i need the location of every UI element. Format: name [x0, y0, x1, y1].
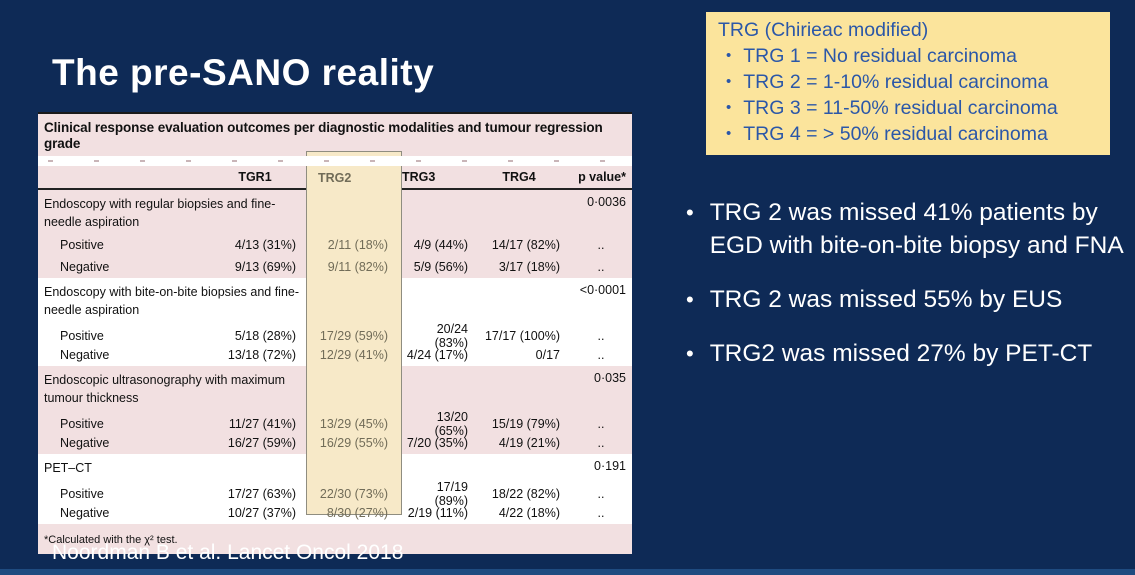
trg-box-title: TRG (Chirieac modified): [718, 19, 929, 41]
bullet-item: TRG 2 was missed 55% by EUS: [686, 283, 1130, 316]
column-header-pvalue: p value*: [570, 166, 632, 191]
section-header-row: PET–CT 0·191: [38, 454, 632, 480]
trg-definition-item: TRG 1 = No residual carcinoma: [718, 43, 1100, 69]
cropped-text-strip: [38, 156, 632, 167]
trg-definition-box: TRG (Chirieac modified) TRG 1 = No resid…: [706, 12, 1110, 155]
table-row: Positive 4/13 (31%) 2/11 (18%) 4/9 (44%)…: [60, 238, 605, 253]
column-header-empty: [38, 166, 214, 191]
section-p-value: 0·191: [594, 459, 626, 474]
section-label: PET–CT: [44, 461, 92, 476]
column-header-trg3: TRG3: [402, 166, 478, 191]
column-header-trg2: TRG2: [318, 171, 352, 186]
section-p-value: 0·0036: [587, 195, 626, 210]
trg2-highlight-overlay: [306, 151, 402, 515]
bottom-accent-bar: [0, 569, 1135, 575]
table-footnote: *Calculated with the χ² test.: [38, 524, 632, 555]
table-row: Positive 11/27 (41%) 13/29 (45%) 13/20 (…: [60, 410, 605, 439]
table-title: Clinical response evaluation outcomes pe…: [44, 120, 603, 152]
section-p-value: <0·0001: [579, 283, 626, 298]
trg-definition-item: TRG 2 = 1-10% residual carcinoma: [718, 69, 1100, 95]
trg-definition-item: TRG 4 = > 50% residual carcinoma: [718, 121, 1100, 147]
table-header-row: TGR1 TRG2 TRG3 TRG4 p value*: [38, 166, 632, 191]
table-row: Positive 5/18 (28%) 17/29 (59%) 20/24 (8…: [60, 322, 605, 351]
column-header-tgr1: TGR1: [214, 166, 306, 191]
section-header-row: Endoscopic ultrasonography with maximum …: [38, 366, 632, 410]
lancet-table: Clinical response evaluation outcomes pe…: [38, 112, 632, 555]
section-label: Endoscopy with bite-on-bite biopsies and…: [44, 285, 300, 318]
section-p-value: 0·035: [594, 371, 626, 386]
page-title: The pre-SANO reality: [52, 52, 435, 93]
section-label: Endoscopic ultrasonography with maximum …: [44, 373, 286, 406]
bullet-item: TRG2 was missed 27% by PET-CT: [686, 337, 1130, 370]
citation: Noordman B et al. Lancet Oncol 2018: [52, 541, 404, 564]
bullet-item: TRG 2 was missed 41% patients by EGD wit…: [686, 196, 1130, 262]
table-row: Negative 10/27 (37%) 8/30 (27%) 2/19 (11…: [60, 506, 605, 521]
table-row: Negative 16/27 (59%) 16/29 (55%) 7/20 (3…: [60, 436, 605, 451]
column-header-trg4: TRG4: [478, 166, 570, 191]
section-header-row: Endoscopy with bite-on-bite biopsies and…: [38, 278, 632, 322]
table-row: Negative 13/18 (72%) 12/29 (41%) 4/24 (1…: [60, 348, 605, 363]
section-header-row: Endoscopy with regular biopsies and fine…: [38, 190, 632, 234]
section-label: Endoscopy with regular biopsies and fine…: [44, 197, 276, 230]
bullet-list: TRG 2 was missed 41% patients by EGD wit…: [686, 196, 1130, 391]
table-row: Negative 9/13 (69%) 9/11 (82%) 5/9 (56%)…: [60, 260, 605, 275]
table-row: Positive 17/27 (63%) 22/30 (73%) 17/19 (…: [60, 480, 605, 509]
trg-definition-item: TRG 3 = 11-50% residual carcinoma: [718, 95, 1100, 121]
